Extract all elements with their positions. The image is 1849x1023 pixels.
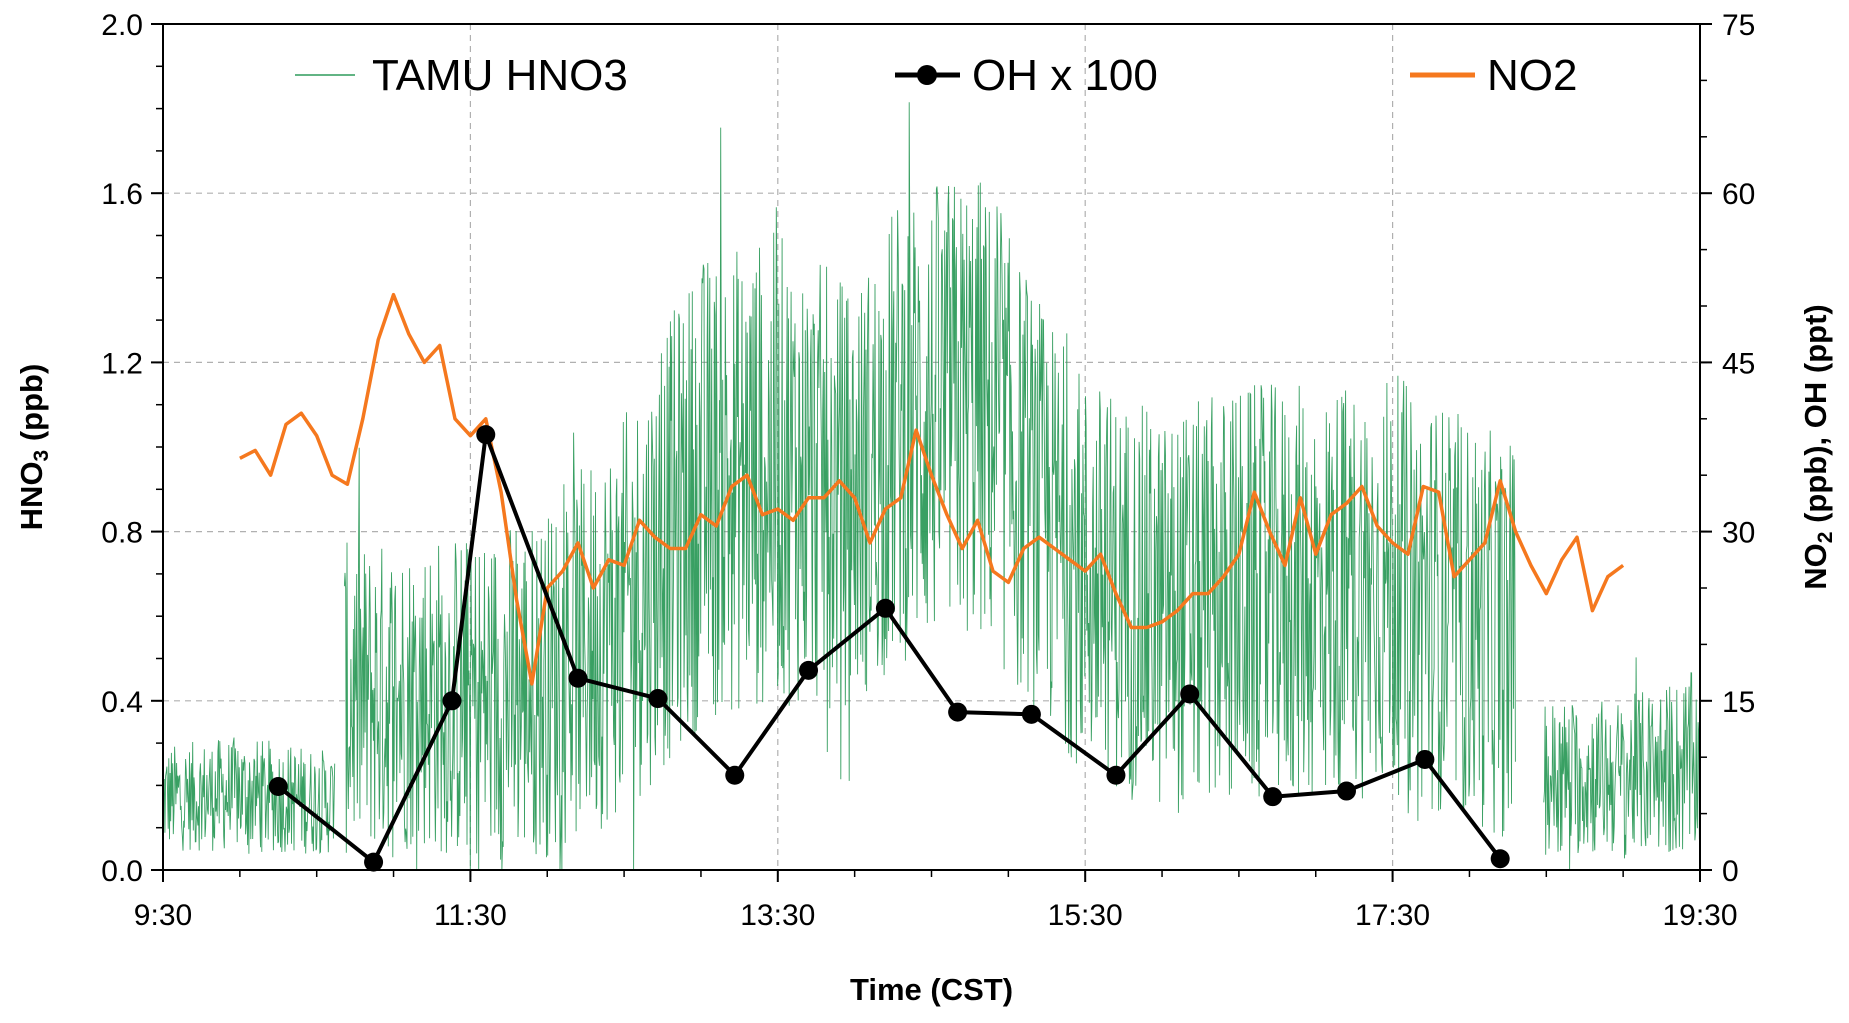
y-left-tick-label: 2.0 bbox=[101, 9, 143, 42]
oh-data-point bbox=[648, 689, 668, 709]
y-right-tick-label: 60 bbox=[1722, 178, 1755, 211]
oh-data-point bbox=[948, 702, 968, 722]
y-left-tick-label: 1.6 bbox=[101, 178, 143, 211]
legend-label-no2: NO2 bbox=[1487, 51, 1577, 100]
oh-data-point bbox=[364, 852, 384, 872]
oh-data-point bbox=[1490, 849, 1510, 869]
x-tick-label: 19:30 bbox=[1662, 899, 1737, 932]
x-axis-title: Time (CST) bbox=[850, 972, 1013, 1007]
y-left-title-subscript: 3 bbox=[30, 450, 53, 462]
oh-data-point bbox=[1415, 749, 1435, 769]
y-left-tick-label: 0.4 bbox=[101, 686, 143, 719]
legend-label-oh: OH x 100 bbox=[972, 51, 1158, 100]
y-left-tick-label: 0.0 bbox=[101, 855, 143, 888]
oh-data-point bbox=[268, 777, 288, 797]
oh-data-point bbox=[1180, 684, 1200, 704]
x-tick-label: 13:30 bbox=[740, 899, 815, 932]
y-left-title-main: HNO bbox=[14, 461, 49, 530]
oh-data-point bbox=[1021, 704, 1041, 724]
y-right-tick-label: 45 bbox=[1722, 347, 1755, 380]
oh-data-point bbox=[1263, 787, 1283, 807]
hno3-trace-segment bbox=[1543, 657, 1700, 871]
oh-data-point bbox=[1106, 765, 1126, 785]
x-tick-label: 11:30 bbox=[434, 899, 507, 932]
x-tick-label: 17:30 bbox=[1355, 899, 1430, 932]
y-left-title-rest: (ppb) bbox=[14, 364, 49, 450]
legend: TAMU HNO3 OH x 100 NO2 bbox=[295, 51, 1577, 100]
no2-line bbox=[239, 292, 1625, 686]
hno3-trace-segment bbox=[343, 102, 1516, 871]
oh-data-point bbox=[725, 765, 745, 785]
oh-data-point bbox=[799, 660, 819, 680]
series-no2 bbox=[239, 292, 1625, 686]
y-right-tick-label: 15 bbox=[1722, 686, 1755, 719]
series-tamu-hno3 bbox=[162, 102, 1700, 871]
legend-label-hno3: TAMU HNO3 bbox=[372, 51, 628, 100]
oh-data-point bbox=[1336, 781, 1356, 801]
y-axis-right-title: NO2 (ppb), OH (ppt) bbox=[1798, 304, 1837, 589]
x-tick-label: 9:30 bbox=[134, 899, 192, 932]
y-axis-left-title: HNO3 (ppb) bbox=[14, 364, 53, 531]
oh-data-point bbox=[568, 668, 588, 688]
y-right-title-subscript: 2 bbox=[1814, 532, 1837, 544]
axis-ticks: 9:30 11:30 13:30 15:30 17:30 19:30 0.0 0.4 0.8 1.… bbox=[101, 9, 1755, 932]
hno3-trace-segment bbox=[162, 737, 336, 855]
y-right-title-main: NO bbox=[1798, 543, 1833, 590]
y-left-tick-label: 1.2 bbox=[101, 347, 143, 380]
y-right-title-rest: (ppb), OH (ppt) bbox=[1798, 304, 1833, 531]
oh-data-point bbox=[476, 425, 496, 445]
series-oh bbox=[268, 425, 1510, 872]
oh-data-point bbox=[442, 691, 462, 711]
y-right-tick-label: 75 bbox=[1722, 9, 1755, 42]
y-right-tick-label: 0 bbox=[1722, 855, 1739, 888]
x-tick-label: 15:30 bbox=[1048, 899, 1123, 932]
legend-marker-oh bbox=[917, 65, 937, 85]
y-left-tick-label: 0.8 bbox=[101, 517, 143, 550]
oh-data-point bbox=[875, 598, 895, 618]
y-right-tick-label: 30 bbox=[1722, 517, 1755, 550]
